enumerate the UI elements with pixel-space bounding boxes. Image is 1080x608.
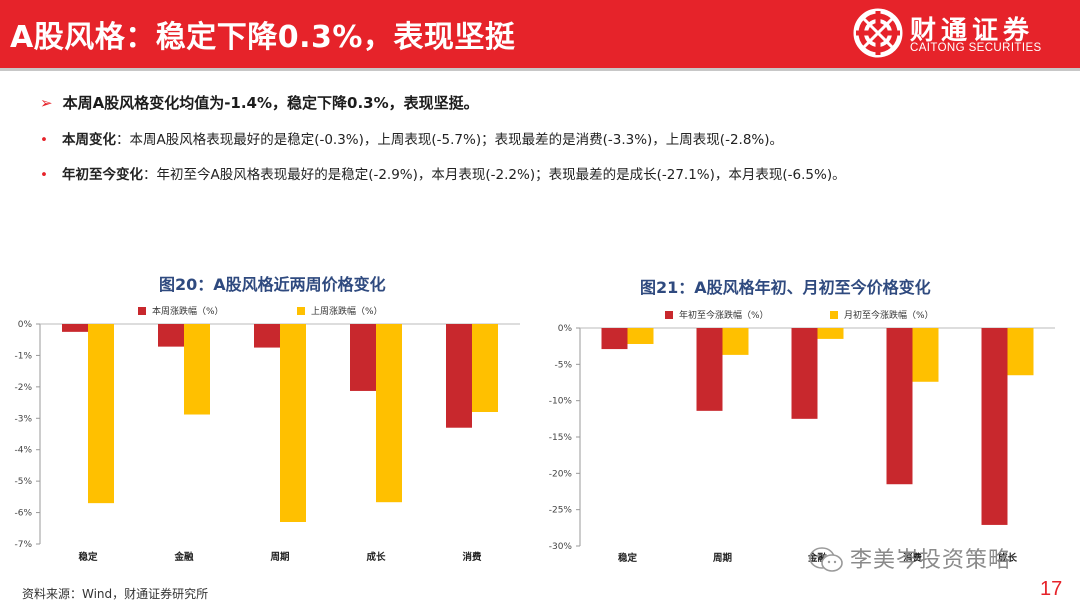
y-tick-label: 0% xyxy=(18,320,33,330)
logo-cn-text: 财通证券 xyxy=(910,16,1035,46)
logo-en-text: CAITONG SECURITIES xyxy=(910,42,1042,54)
x-tick-label: 周期 xyxy=(270,551,289,563)
legend-swatch xyxy=(665,311,673,319)
x-tick-label: 周期 xyxy=(713,552,732,564)
bullet-ytd-change: • 年初至今变化：年初至今A股风格表现最好的是稳定(-2.9%)，本月表现(-2.… xyxy=(40,163,846,183)
watermark-text: 李美岑投资策略 xyxy=(850,548,1012,573)
bar-series2 xyxy=(912,328,939,382)
legend-swatch xyxy=(830,311,838,319)
y-tick-label: 0% xyxy=(558,324,573,334)
bar-series1 xyxy=(981,328,1008,525)
y-tick-label: -2% xyxy=(14,383,32,393)
bar-series2 xyxy=(722,328,749,355)
bar-series1 xyxy=(696,328,723,411)
brand-logo: 财通证券 CAITONG SECURITIES xyxy=(850,6,1075,62)
legend-swatch xyxy=(297,307,305,315)
x-tick-label: 消费 xyxy=(462,551,482,563)
y-tick-label: -5% xyxy=(554,360,572,370)
bar-series2 xyxy=(472,324,498,412)
bar-series1 xyxy=(254,324,280,348)
x-tick-label: 稳定 xyxy=(78,551,98,563)
legend-label: 月初至今涨跌幅（%） xyxy=(844,309,934,321)
y-tick-label: -7% xyxy=(14,540,32,550)
bar-series2 xyxy=(627,328,654,344)
y-tick-label: -15% xyxy=(549,433,573,443)
logo-icon xyxy=(853,8,903,58)
bar-series1 xyxy=(601,328,628,350)
summary-line: ➢ 本周A股风格变化均值为-1.4%，稳定下降0.3%，表现坚挺。 xyxy=(40,92,479,113)
legend-label: 上周涨跌幅（%） xyxy=(311,305,383,317)
source-note: 资料来源：Wind，财通证券研究所 xyxy=(22,587,209,601)
legend-label: 年初至今涨跌幅（%） xyxy=(679,309,769,321)
x-tick-label: 稳定 xyxy=(618,552,638,564)
y-tick-label: -1% xyxy=(14,351,32,361)
legend-swatch xyxy=(138,307,146,315)
bar-series1 xyxy=(158,324,184,347)
bar-series1 xyxy=(62,324,88,332)
bar-series2 xyxy=(184,324,210,415)
y-tick-label: -25% xyxy=(549,506,573,516)
bar-series1 xyxy=(791,328,818,419)
bullet-dot-icon: • xyxy=(40,132,48,148)
legend-label: 本周涨跌幅（%） xyxy=(152,305,224,317)
bullet-text: ：本周A股风格表现最好的是稳定(-0.3%)，上周表现(-5.7%)；表现最差的… xyxy=(115,132,784,148)
bar-series1 xyxy=(446,324,472,428)
bullet-keyword: 本周变化 xyxy=(61,132,116,148)
bar-series2 xyxy=(817,328,844,339)
x-tick-label: 消费 xyxy=(903,552,923,564)
y-tick-label: -4% xyxy=(14,446,32,456)
y-tick-label: -20% xyxy=(549,469,573,479)
summary-text: 本周A股风格变化均值为-1.4%，稳定下降0.3%，表现坚挺。 xyxy=(62,94,479,112)
x-tick-label: 成长 xyxy=(998,552,1018,564)
bar-series2 xyxy=(376,324,402,503)
page-title: A股风格：稳定下降0.3%，表现坚挺 xyxy=(10,20,516,55)
y-tick-label: -30% xyxy=(549,542,573,552)
chart-title-ytd: 图21：A股风格年初、月初至今价格变化 xyxy=(640,278,931,297)
page-number: 17 xyxy=(1040,578,1063,600)
chart-weekly-style-change: 0% -1% -2% -3% -4% -5% -6% -7% 稳定 金融 周期 成长 消费 本周涨跌幅（%… xyxy=(14,305,520,563)
bar-series1 xyxy=(350,324,376,391)
y-tick-label: -10% xyxy=(549,397,573,407)
x-tick-label: 金融 xyxy=(173,551,194,563)
y-tick-label: -5% xyxy=(14,477,32,487)
bullet-text: ：年初至今A股风格表现最好的是稳定(-2.9%)，本月表现(-2.2%)；表现最… xyxy=(142,167,846,183)
chart-ytd-style-change: 0%-5%-10%-15%-20%-25%-30%稳定 周期 金融 消费 成长年初至今涨… xyxy=(549,309,1055,564)
bar-series1 xyxy=(886,328,913,485)
bullet-weekly-change: • 本周变化：本周A股风格表现最好的是稳定(-0.3%)，上周表现(-5.7%)；… xyxy=(40,128,783,148)
bar-series2 xyxy=(1007,328,1034,376)
header-divider xyxy=(0,68,1080,71)
header-bar: A股风格：稳定下降0.3%，表现坚挺 财通证券 CAITONG SECURITI… xyxy=(0,0,1080,68)
chart-title-weekly: 图20：A股风格近两周价格变化 xyxy=(159,275,386,294)
bullet-keyword: 年初至今变化 xyxy=(61,167,143,183)
arrow-bullet-icon: ➢ xyxy=(40,94,53,112)
bar-series2 xyxy=(280,324,306,522)
wechat-icon xyxy=(809,547,843,572)
x-tick-label: 成长 xyxy=(366,551,386,563)
y-tick-label: -3% xyxy=(14,414,32,424)
bar-series2 xyxy=(88,324,114,504)
y-tick-label: -6% xyxy=(14,509,32,519)
bullet-dot-icon: • xyxy=(40,167,48,183)
